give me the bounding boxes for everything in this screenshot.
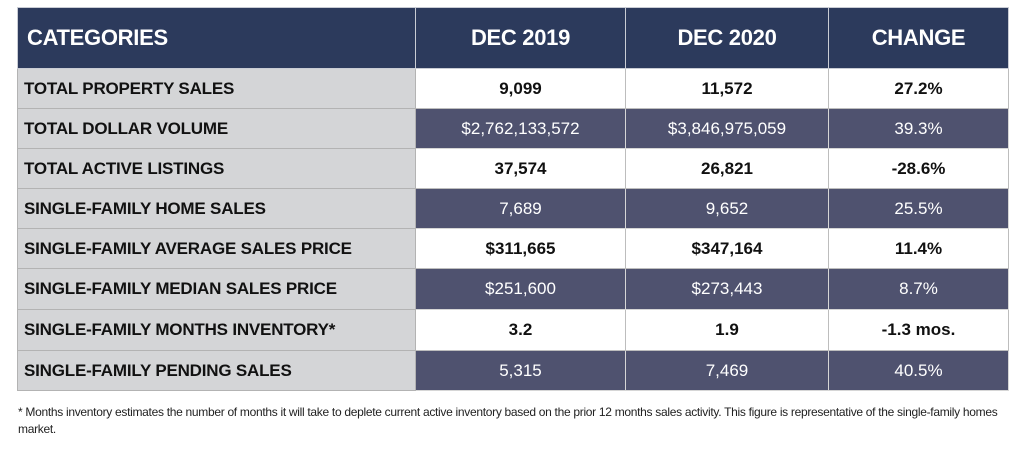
row-dec-2019: 37,574 [415, 148, 626, 189]
row-dec-2019: 3.2 [415, 309, 626, 351]
row-change: -1.3 mos. [828, 309, 1009, 351]
header-categories: CATEGORIES [17, 7, 416, 69]
table-row: TOTAL DOLLAR VOLUME $2,762,133,572 $3,84… [17, 108, 1009, 149]
table-row: TOTAL ACTIVE LISTINGS 37,574 26,821 -28.… [17, 148, 1009, 189]
row-change: 25.5% [828, 188, 1009, 229]
row-dec-2019: 7,689 [415, 188, 626, 229]
row-change: -28.6% [828, 148, 1009, 189]
row-category: SINGLE-FAMILY AVERAGE SALES PRICE [17, 228, 416, 269]
row-change: 39.3% [828, 108, 1009, 149]
row-change: 8.7% [828, 268, 1009, 310]
header-dec-2020: DEC 2020 [625, 7, 829, 69]
row-dec-2020: 11,572 [625, 68, 829, 109]
row-category: TOTAL PROPERTY SALES [17, 68, 416, 109]
row-dec-2020: 26,821 [625, 148, 829, 189]
row-dec-2020: 9,652 [625, 188, 829, 229]
row-dec-2020: $3,846,975,059 [625, 108, 829, 149]
table-row: SINGLE-FAMILY MEDIAN SALES PRICE $251,60… [17, 268, 1009, 310]
header-change: CHANGE [828, 7, 1009, 69]
header-dec-2019: DEC 2019 [415, 7, 626, 69]
row-category: SINGLE-FAMILY MONTHS INVENTORY* [17, 309, 416, 351]
row-category: SINGLE-FAMILY HOME SALES [17, 188, 416, 229]
row-category: SINGLE-FAMILY PENDING SALES [17, 350, 416, 391]
row-dec-2020: $273,443 [625, 268, 829, 310]
row-dec-2020: 7,469 [625, 350, 829, 391]
market-stats-table: CATEGORIES DEC 2019 DEC 2020 CHANGE TOTA… [17, 7, 1009, 391]
row-dec-2019: $2,762,133,572 [415, 108, 626, 149]
row-category: SINGLE-FAMILY MEDIAN SALES PRICE [17, 268, 416, 310]
row-category: TOTAL ACTIVE LISTINGS [17, 148, 416, 189]
row-change: 11.4% [828, 228, 1009, 269]
table-row: SINGLE-FAMILY AVERAGE SALES PRICE $311,6… [17, 228, 1009, 269]
table-row: SINGLE-FAMILY PENDING SALES 5,315 7,469 … [17, 350, 1009, 391]
row-dec-2020: $347,164 [625, 228, 829, 269]
row-dec-2019: 9,099 [415, 68, 626, 109]
row-change: 27.2% [828, 68, 1009, 109]
table-row: SINGLE-FAMILY MONTHS INVENTORY* 3.2 1.9 … [17, 309, 1009, 351]
header-row: CATEGORIES DEC 2019 DEC 2020 CHANGE [17, 7, 1009, 69]
row-category: TOTAL DOLLAR VOLUME [17, 108, 416, 149]
row-dec-2019: $251,600 [415, 268, 626, 310]
row-dec-2020: 1.9 [625, 309, 829, 351]
table-row: TOTAL PROPERTY SALES 9,099 11,572 27.2% [17, 68, 1009, 109]
row-dec-2019: 5,315 [415, 350, 626, 391]
footnote: * Months inventory estimates the number … [18, 405, 998, 436]
table-row: SINGLE-FAMILY HOME SALES 7,689 9,652 25.… [17, 188, 1009, 229]
row-change: 40.5% [828, 350, 1009, 391]
row-dec-2019: $311,665 [415, 228, 626, 269]
